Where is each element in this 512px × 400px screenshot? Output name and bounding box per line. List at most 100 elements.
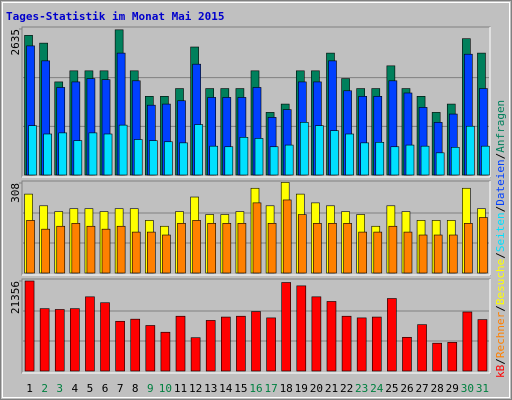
legend-entry: Besuche	[494, 259, 507, 305]
bar	[54, 309, 65, 372]
bar	[373, 231, 383, 274]
x-tick-label: 13	[204, 382, 217, 395]
bar	[221, 316, 231, 372]
bar	[282, 199, 292, 274]
x-tick-label: 16	[249, 382, 262, 395]
bar	[356, 317, 367, 372]
bar	[70, 308, 80, 372]
bar	[360, 142, 369, 176]
legend-entry: Rechner	[494, 311, 507, 358]
bar	[315, 125, 324, 176]
x-tick-label: 31	[476, 382, 489, 395]
bar	[164, 141, 173, 176]
bar	[343, 223, 352, 274]
bar	[267, 223, 277, 274]
legend-entry: Seiten	[494, 212, 507, 252]
bar	[447, 342, 458, 372]
bar	[190, 337, 201, 372]
x-tick-label: 28	[431, 382, 444, 395]
bar	[118, 124, 128, 176]
x-tick-label: 4	[72, 382, 79, 395]
x-tick-label: 21	[325, 382, 338, 395]
bar	[43, 133, 52, 176]
x-tick-label: 17	[264, 382, 277, 395]
bar	[269, 146, 279, 176]
x-tick-label: 1	[26, 382, 33, 395]
x-tick-label: 19	[295, 382, 308, 395]
x-tick-label: 20	[310, 382, 323, 395]
x-tick-label: 10	[159, 382, 172, 395]
bar	[88, 132, 98, 176]
bar	[432, 342, 442, 372]
bar	[194, 124, 203, 176]
bar	[403, 231, 413, 274]
bar	[371, 316, 382, 372]
legend-separator: /	[494, 153, 507, 160]
bar	[39, 308, 50, 372]
bar	[71, 223, 81, 274]
bar	[481, 145, 490, 176]
bar	[390, 146, 400, 176]
bar	[26, 220, 35, 274]
bar	[345, 133, 354, 176]
legend-separator: /	[494, 252, 507, 259]
x-tick-label: 3	[56, 382, 63, 395]
y-tick-label: 21356	[9, 281, 22, 314]
y-tick-label: 308	[9, 183, 22, 203]
bar	[388, 225, 398, 274]
bar	[420, 145, 430, 176]
x-tick-label: 8	[132, 382, 139, 395]
bar	[284, 144, 294, 176]
legend-separator: /	[494, 358, 507, 365]
bar	[299, 122, 309, 176]
bar	[296, 285, 307, 372]
bar	[479, 217, 488, 274]
bar	[313, 223, 322, 274]
legend: kB/Rechner/Besuche/Seiten/Dateien/Anfrag…	[494, 100, 507, 378]
bar	[251, 311, 261, 372]
bar	[209, 145, 219, 176]
legend-entry: kB	[494, 364, 507, 378]
bar	[281, 282, 291, 372]
bar	[73, 140, 83, 176]
x-tick-label: 27	[415, 382, 428, 395]
bar	[101, 228, 111, 274]
bar	[464, 223, 473, 274]
x-tick-label: 18	[280, 382, 293, 395]
bar	[149, 140, 158, 176]
bar	[175, 315, 186, 372]
bar	[177, 223, 186, 274]
bar	[179, 142, 188, 176]
x-tick-label: 6	[102, 382, 109, 395]
bar	[402, 336, 412, 372]
bar	[297, 214, 307, 274]
bar	[133, 139, 143, 176]
bar	[418, 234, 428, 274]
chart-title: Tages-Statistik im Monat Mai 2015	[6, 10, 225, 23]
bar	[58, 132, 68, 176]
bar	[330, 130, 339, 176]
bar	[147, 231, 156, 274]
bar	[100, 302, 110, 372]
bar	[115, 320, 125, 372]
bar	[433, 234, 443, 274]
x-tick-label: 14	[219, 382, 233, 395]
bar	[41, 228, 50, 274]
bar	[236, 315, 246, 372]
x-tick-label: 29	[446, 382, 459, 395]
x-tick-label: 9	[147, 382, 154, 395]
x-tick-label: 2	[41, 382, 48, 395]
bar	[405, 144, 415, 176]
x-tick-label: 5	[87, 382, 94, 395]
bar	[328, 223, 337, 274]
bar	[224, 146, 234, 176]
x-tick-label: 12	[189, 382, 202, 395]
legend-entry: Anfragen	[494, 100, 507, 153]
bar	[192, 220, 201, 274]
bar	[311, 296, 322, 372]
bar	[237, 223, 247, 274]
bar	[266, 317, 276, 372]
